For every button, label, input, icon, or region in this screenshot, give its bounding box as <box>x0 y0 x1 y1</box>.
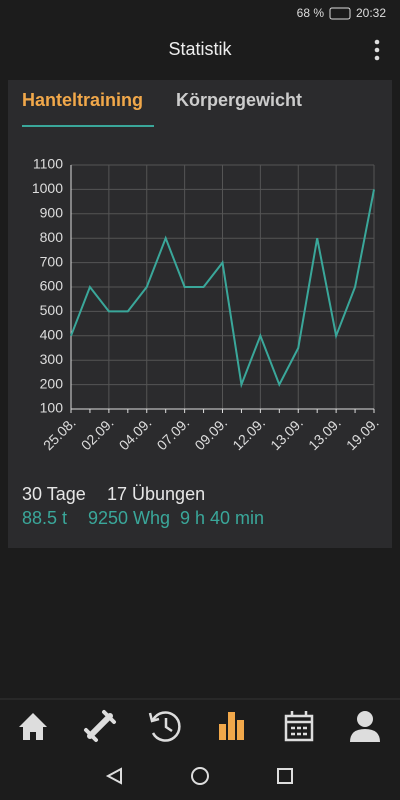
stat: 88.5 t <box>22 508 67 528</box>
y-tick-label: 200 <box>40 375 64 391</box>
y-tick-label: 600 <box>40 278 64 294</box>
card <box>8 80 392 548</box>
nav-workout[interactable] <box>84 710 116 742</box>
nav-stats[interactable] <box>219 712 244 740</box>
line <box>70 189 375 389</box>
header-title: Statistik <box>168 39 232 59</box>
nav-history[interactable] <box>148 711 181 742</box>
y-tick-label: 1000 <box>32 180 63 196</box>
tab-indicator <box>22 125 154 127</box>
battery: 68 % <box>297 6 325 20</box>
stat: 9 h 40 min <box>180 508 264 528</box>
nav-calendar[interactable] <box>284 711 314 742</box>
stat: 30 Tage <box>22 484 86 504</box>
y-tick-label: 900 <box>40 205 64 221</box>
nav-home-button[interactable] <box>191 767 209 785</box>
clock: 20:32 <box>356 6 386 20</box>
tab[interactable]: Hanteltraining <box>22 90 143 110</box>
y-tick-label: 100 <box>40 400 64 416</box>
battery-icon <box>329 7 351 20</box>
stat: 9250 Whg <box>88 508 170 528</box>
stat: 17 Übungen <box>107 484 205 504</box>
menu[interactable] <box>374 39 380 61</box>
y-tick-label: 1100 <box>33 156 63 172</box>
nav-recent[interactable] <box>277 768 293 784</box>
nav-back[interactable] <box>105 767 122 785</box>
y-tick-label: 500 <box>40 302 64 318</box>
y-tick-label: 700 <box>40 253 64 269</box>
y-tick-label: 400 <box>40 327 64 343</box>
tab[interactable]: Körpergewicht <box>176 90 302 110</box>
nav-home[interactable] <box>19 713 47 740</box>
nav-profile[interactable] <box>350 711 380 742</box>
y-tick-label: 300 <box>40 351 64 367</box>
y-tick-label: 800 <box>40 229 64 245</box>
